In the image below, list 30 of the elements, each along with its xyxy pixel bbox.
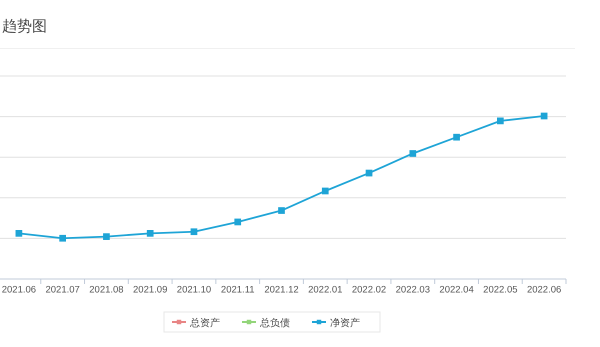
x-tick-label: 2021.12 bbox=[264, 284, 299, 296]
point bbox=[234, 218, 242, 226]
x-tick-label: 2021.11 bbox=[220, 284, 255, 296]
x-tick-label: 2021.07 bbox=[45, 284, 80, 296]
x-tick-label: 2021.09 bbox=[133, 284, 168, 296]
point bbox=[540, 112, 548, 120]
legend-label: 净资产 bbox=[330, 317, 360, 329]
legend-label: 总负债 bbox=[259, 317, 290, 329]
x-tick-label: 2021.10 bbox=[176, 284, 212, 296]
point bbox=[496, 118, 504, 124]
point bbox=[453, 134, 460, 141]
point bbox=[59, 234, 66, 242]
x-tick-label: 2022.01 bbox=[308, 284, 342, 296]
point bbox=[366, 170, 372, 176]
legend-label: 总资产 bbox=[189, 317, 220, 329]
point bbox=[322, 188, 329, 194]
x-tick-label: 2021.08 bbox=[89, 284, 124, 296]
chart-title: 趋势图 bbox=[2, 17, 47, 35]
x-tick-label: 2022.06 bbox=[526, 284, 562, 296]
point bbox=[103, 233, 110, 240]
point bbox=[146, 230, 154, 237]
point bbox=[16, 230, 22, 237]
x-tick-label: 2022.03 bbox=[396, 284, 430, 296]
point bbox=[190, 228, 198, 236]
point bbox=[278, 207, 285, 214]
point bbox=[409, 150, 416, 157]
x-tick-label: 2021.06 bbox=[2, 284, 36, 296]
x-tick-label: 2022.05 bbox=[483, 284, 518, 296]
x-tick-label: 2022.04 bbox=[439, 284, 474, 296]
x-tick-label: 2022.02 bbox=[352, 284, 386, 296]
